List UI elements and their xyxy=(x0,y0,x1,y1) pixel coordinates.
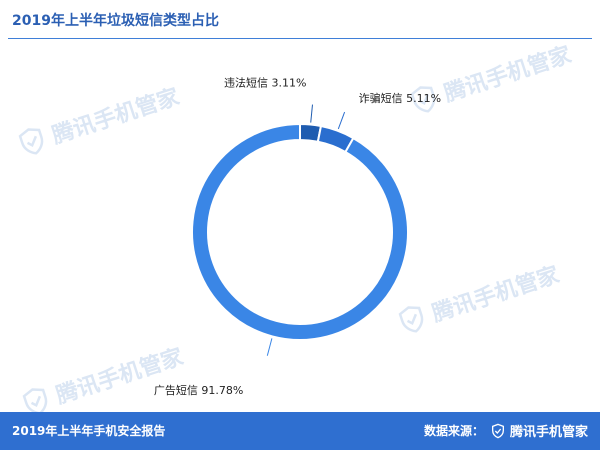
shield-check-icon xyxy=(491,423,504,438)
page-title: 2019年上半年垃圾短信类型占比 xyxy=(12,13,219,29)
slice-label: 违法短信 3.11% xyxy=(224,76,306,90)
source-brand-text: 腾讯手机管家 xyxy=(509,425,588,440)
donut-chart: 违法短信 3.11% 诈骗短信 5.11% 广告短信 91.78% xyxy=(154,76,441,397)
leader-line xyxy=(310,104,313,123)
data-source: 数据来源： 腾讯手机管家 xyxy=(424,421,588,440)
report-name: 2019年上半年手机安全报告 xyxy=(12,424,166,438)
watermark: 腾讯手机管家 xyxy=(405,37,575,119)
donut-slice xyxy=(191,122,409,341)
slice-label: 诈骗短信 5.11% xyxy=(359,91,441,105)
source-label: 数据来源： xyxy=(423,424,484,438)
slice-label: 广告短信 91.78% xyxy=(154,383,243,397)
shield-check-icon xyxy=(398,306,424,333)
footer-bar: 2019年上半年手机安全报告 数据来源： 腾讯手机管家 xyxy=(0,412,600,450)
leader-line xyxy=(266,338,273,356)
title-divider xyxy=(8,38,592,39)
shield-check-icon xyxy=(410,86,436,113)
leader-line xyxy=(337,111,346,130)
watermark: 腾讯手机管家 xyxy=(13,79,183,161)
shield-check-icon xyxy=(18,128,44,155)
watermark: 腾讯手机管家 xyxy=(393,257,563,339)
source-brand: 腾讯手机管家 xyxy=(490,421,588,440)
